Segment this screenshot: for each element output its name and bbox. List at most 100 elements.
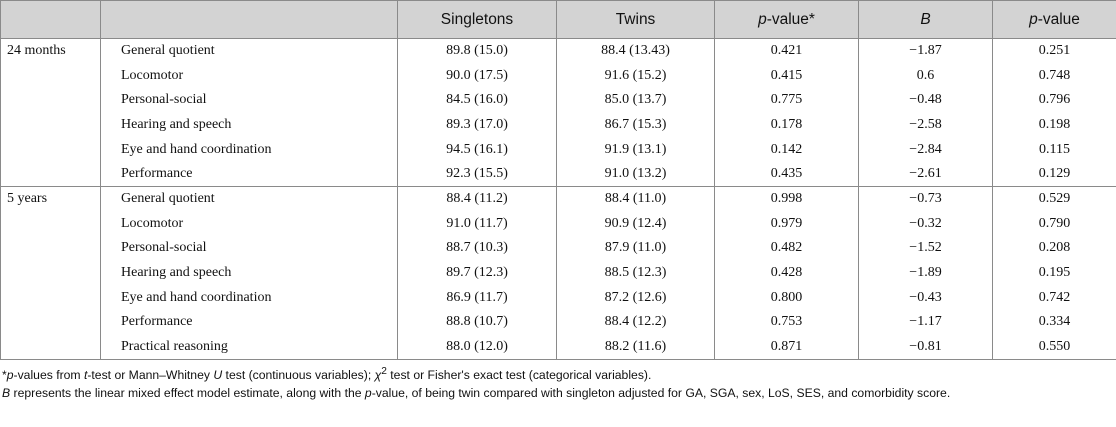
pvalue2-cell: 0.550 bbox=[992, 334, 1116, 360]
pvalue2-cell: 0.208 bbox=[992, 236, 1116, 261]
fn1-chi: χ bbox=[374, 368, 382, 383]
measure-cell: Hearing and speech bbox=[100, 112, 398, 138]
singletons-cell: 89.8 (15.0) bbox=[397, 38, 557, 64]
b-cell: −2.84 bbox=[858, 137, 993, 162]
b-cell: −0.81 bbox=[858, 334, 993, 360]
pvalue-cell: 0.482 bbox=[714, 236, 859, 261]
pvalue2-cell: 0.198 bbox=[992, 112, 1116, 138]
table-row: Hearing and speech 89.3 (17.0) 86.7 (15.3)… bbox=[1, 112, 1116, 138]
b-cell: −0.32 bbox=[858, 211, 993, 236]
pvalue-cell: 0.428 bbox=[714, 260, 859, 286]
header-row: Singletons Twins p-value* B p-value bbox=[0, 0, 1116, 39]
pvalue2-cell: 0.195 bbox=[992, 260, 1116, 286]
header-p-italic: p bbox=[758, 10, 767, 28]
fn1-text1: -values from bbox=[13, 368, 84, 383]
twins-cell: 88.4 (12.2) bbox=[556, 310, 715, 335]
twins-cell: 91.9 (13.1) bbox=[556, 137, 715, 162]
measure-cell: Practical reasoning bbox=[100, 334, 398, 360]
table-row: Performance 88.8 (10.7) 88.4 (12.2) 0.753 −1… bbox=[1, 310, 1116, 335]
b-cell: −1.52 bbox=[858, 236, 993, 261]
table-row: Eye and hand coordination 94.5 (16.1) 91.9… bbox=[1, 137, 1116, 162]
b-cell: −0.48 bbox=[858, 87, 993, 113]
pvalue2-cell: 0.790 bbox=[992, 211, 1116, 236]
singletons-cell: 89.7 (12.3) bbox=[397, 260, 557, 286]
measure-cell: Locomotor bbox=[100, 63, 398, 88]
singletons-cell: 88.0 (12.0) bbox=[397, 334, 557, 360]
twins-cell: 91.6 (15.2) bbox=[556, 63, 715, 88]
b-cell: −2.58 bbox=[858, 112, 993, 138]
twins-cell: 85.0 (13.7) bbox=[556, 87, 715, 113]
table-row: Eye and hand coordination 86.9 (11.7) 87.2… bbox=[1, 285, 1116, 311]
table-row: Hearing and speech 89.7 (12.3) 88.5 (12.3)… bbox=[1, 260, 1116, 286]
b-cell: −1.89 bbox=[858, 260, 993, 286]
header-p2-italic: p bbox=[1029, 10, 1038, 28]
singletons-cell: 84.5 (16.0) bbox=[397, 87, 557, 113]
singletons-cell: 91.0 (11.7) bbox=[397, 211, 557, 236]
pvalue-cell: 0.142 bbox=[714, 137, 859, 162]
measure-cell: Performance bbox=[100, 161, 398, 188]
b-cell: −0.73 bbox=[858, 186, 993, 212]
singletons-cell: 88.7 (10.3) bbox=[397, 236, 557, 261]
fn1-text3: test (continuous variables); bbox=[222, 368, 375, 383]
table-row: Personal-social 84.5 (16.0) 85.0 (13.7) 0.7… bbox=[1, 87, 1116, 113]
header-measure bbox=[100, 0, 398, 39]
pvalue-cell: 0.421 bbox=[714, 38, 859, 64]
b-cell: −1.17 bbox=[858, 310, 993, 335]
singletons-cell: 88.4 (11.2) bbox=[397, 186, 557, 212]
measure-cell: Personal-social bbox=[100, 87, 398, 113]
measure-cell: General quotient bbox=[100, 38, 398, 64]
b-cell: −2.61 bbox=[858, 161, 993, 188]
twins-cell: 87.9 (11.0) bbox=[556, 236, 715, 261]
pvalue-cell: 0.753 bbox=[714, 310, 859, 335]
header-p-rest: -value* bbox=[766, 10, 815, 28]
twins-cell: 87.2 (12.6) bbox=[556, 285, 715, 311]
table-row: 24 months General quotient 89.8 (15.0) 88.4… bbox=[0, 38, 1116, 188]
twins-cell: 86.7 (15.3) bbox=[556, 112, 715, 138]
singletons-cell: 86.9 (11.7) bbox=[397, 285, 557, 311]
pvalue2-cell: 0.748 bbox=[992, 63, 1116, 88]
footnote-2: B represents the linear mixed effect mod… bbox=[0, 386, 1116, 402]
footnotes: *p-values from t-test or Mann–Whitney U … bbox=[0, 364, 1116, 403]
header-singletons: Singletons bbox=[397, 0, 557, 39]
measure-cell: Performance bbox=[100, 310, 398, 335]
pvalue-cell: 0.415 bbox=[714, 63, 859, 88]
singletons-cell: 94.5 (16.1) bbox=[397, 137, 557, 162]
pvalue2-cell: 0.115 bbox=[992, 137, 1116, 162]
twins-cell: 88.4 (13.43) bbox=[556, 38, 715, 64]
pvalue-cell: 0.998 bbox=[714, 186, 859, 212]
group-label: 24 months bbox=[0, 38, 101, 188]
singletons-cell: 92.3 (15.5) bbox=[397, 161, 557, 188]
pvalue-cell: 0.435 bbox=[714, 161, 859, 188]
singletons-cell: 90.0 (17.5) bbox=[397, 63, 557, 88]
pvalue2-cell: 0.129 bbox=[992, 161, 1116, 188]
fn1-t: t bbox=[83, 368, 88, 383]
results-table: Singletons Twins p-value* B p-value 24 m… bbox=[0, 0, 1116, 360]
fn2-text2: -value, of being twin compared with sing… bbox=[371, 385, 951, 400]
twins-cell: 88.5 (12.3) bbox=[556, 260, 715, 286]
singletons-cell: 88.8 (10.7) bbox=[397, 310, 557, 335]
group-label: 5 years bbox=[0, 186, 101, 360]
b-cell: −0.43 bbox=[858, 285, 993, 311]
twins-cell: 88.2 (11.6) bbox=[556, 334, 715, 360]
header-b: B bbox=[858, 0, 993, 39]
table-row: Locomotor 90.0 (17.5) 91.6 (15.2) 0.415 0.6 0… bbox=[1, 63, 1116, 88]
pvalue-cell: 0.178 bbox=[714, 112, 859, 138]
singletons-cell: 89.3 (17.0) bbox=[397, 112, 557, 138]
results-table-figure: Singletons Twins p-value* B p-value 24 m… bbox=[0, 0, 1116, 400]
pvalue-cell: 0.775 bbox=[714, 87, 859, 113]
header-pvalue-star: p-value* bbox=[714, 0, 859, 39]
table-row: 5 years General quotient 88.4 (11.2) 88.4 (… bbox=[0, 186, 1116, 360]
measure-cell: General quotient bbox=[100, 186, 398, 212]
pvalue2-cell: 0.529 bbox=[992, 186, 1116, 212]
measure-cell: Eye and hand coordination bbox=[100, 285, 398, 311]
fn1-star: * bbox=[2, 368, 7, 383]
header-b-italic: B bbox=[920, 10, 931, 28]
header-pvalue: p-value bbox=[992, 0, 1116, 39]
pvalue2-cell: 0.334 bbox=[992, 310, 1116, 335]
table-row: Personal-social 88.7 (10.3) 87.9 (11.0) 0.4… bbox=[1, 236, 1116, 261]
twins-cell: 91.0 (13.2) bbox=[556, 161, 715, 188]
pvalue2-cell: 0.796 bbox=[992, 87, 1116, 113]
fn2-p: p bbox=[364, 385, 372, 400]
pvalue-cell: 0.800 bbox=[714, 285, 859, 311]
header-p2-rest: -value bbox=[1037, 10, 1080, 28]
